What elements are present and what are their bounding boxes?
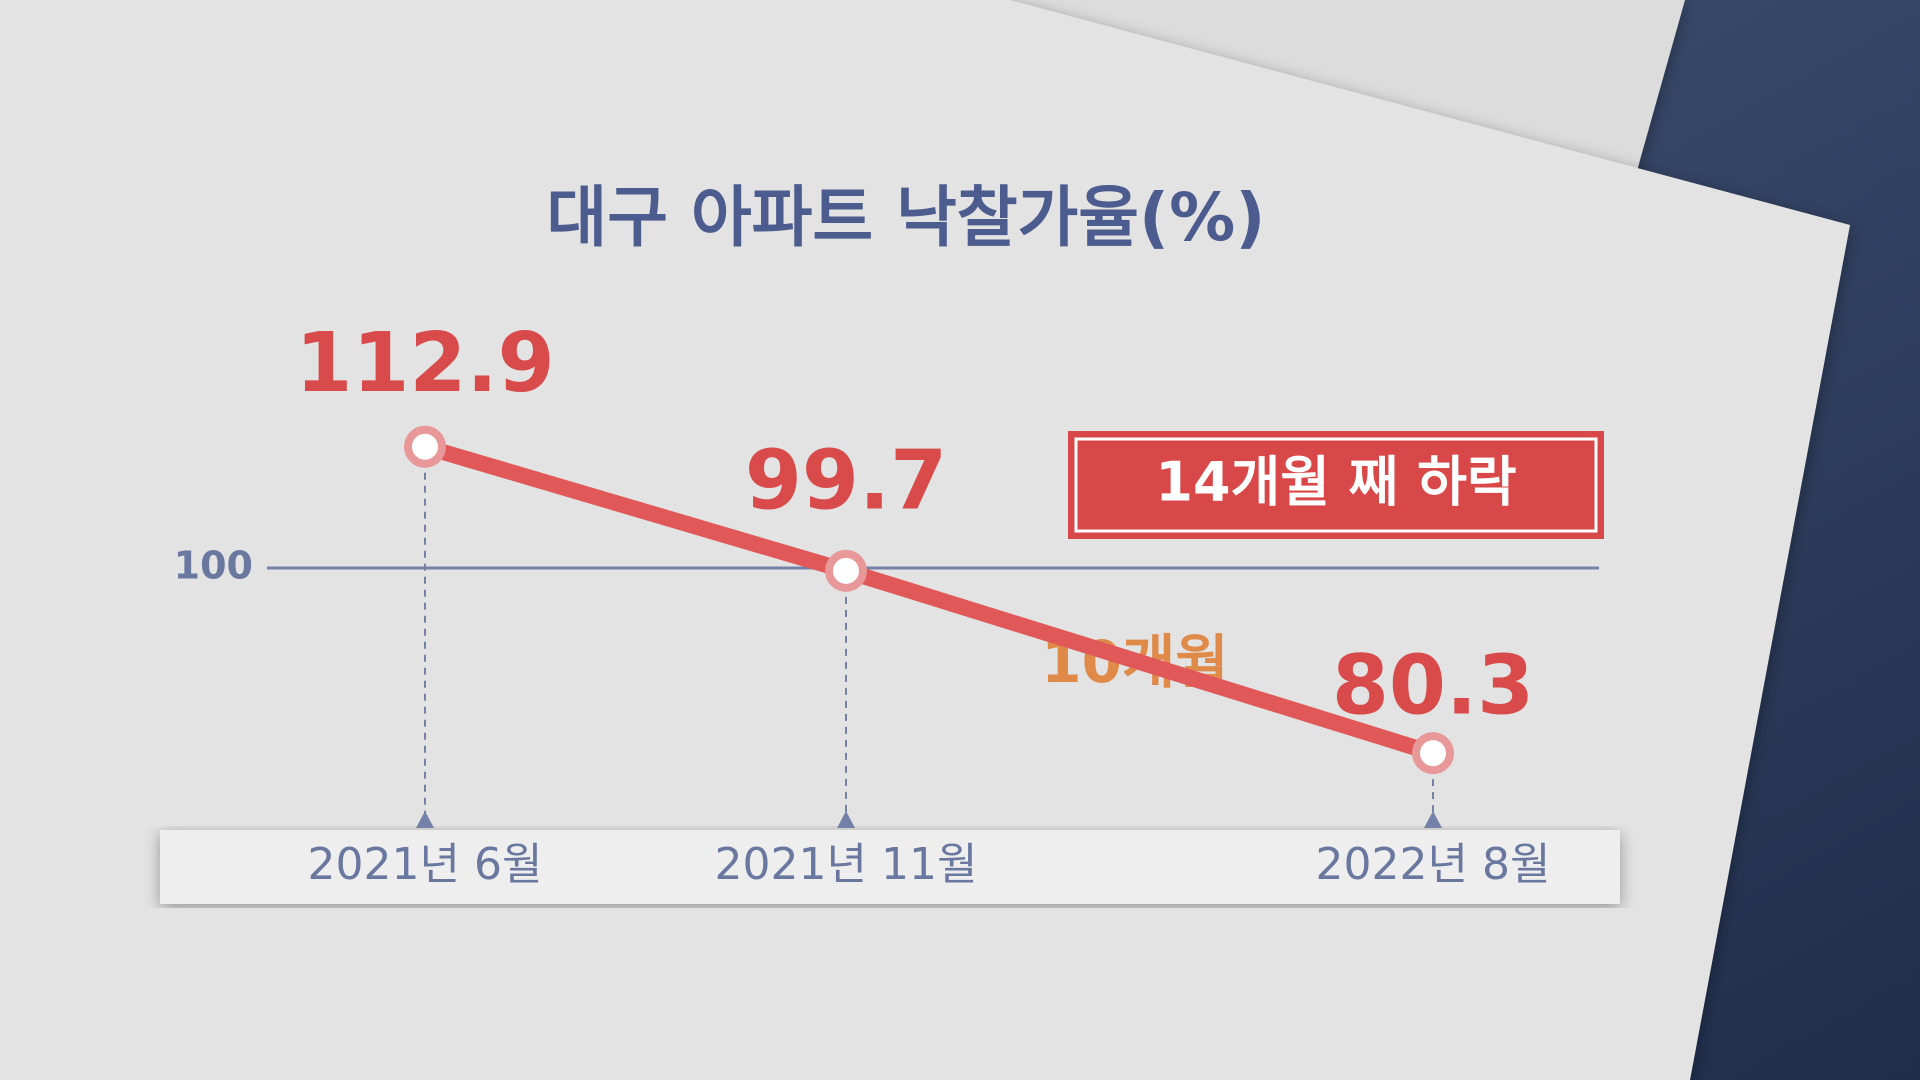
data-point xyxy=(404,425,446,468)
data-label: 99.7 xyxy=(745,433,947,528)
category-band xyxy=(160,830,1620,904)
data-point xyxy=(825,549,867,592)
chart-title: 대구 아파트 낙찰가율(%) xyxy=(547,179,1266,256)
y-tick-label: 100 xyxy=(174,544,253,588)
drop-arrow xyxy=(837,811,855,828)
data-label: 112.9 xyxy=(295,316,554,411)
drop-arrow xyxy=(1424,811,1442,828)
drop-arrow xyxy=(416,811,434,828)
x-tick-label: 2022년 8월 xyxy=(1316,839,1551,890)
annotation: 14개월 째 하락 xyxy=(1155,451,1516,514)
paper xyxy=(0,0,1850,1080)
data-label: 80.3 xyxy=(1332,639,1534,734)
data-point xyxy=(1412,732,1454,775)
annotation-box-border xyxy=(1074,437,1598,533)
x-tick-label: 2021년 6월 xyxy=(308,839,543,890)
x-tick-label: 2021년 11월 xyxy=(715,839,978,890)
annotation-box xyxy=(1068,431,1604,539)
